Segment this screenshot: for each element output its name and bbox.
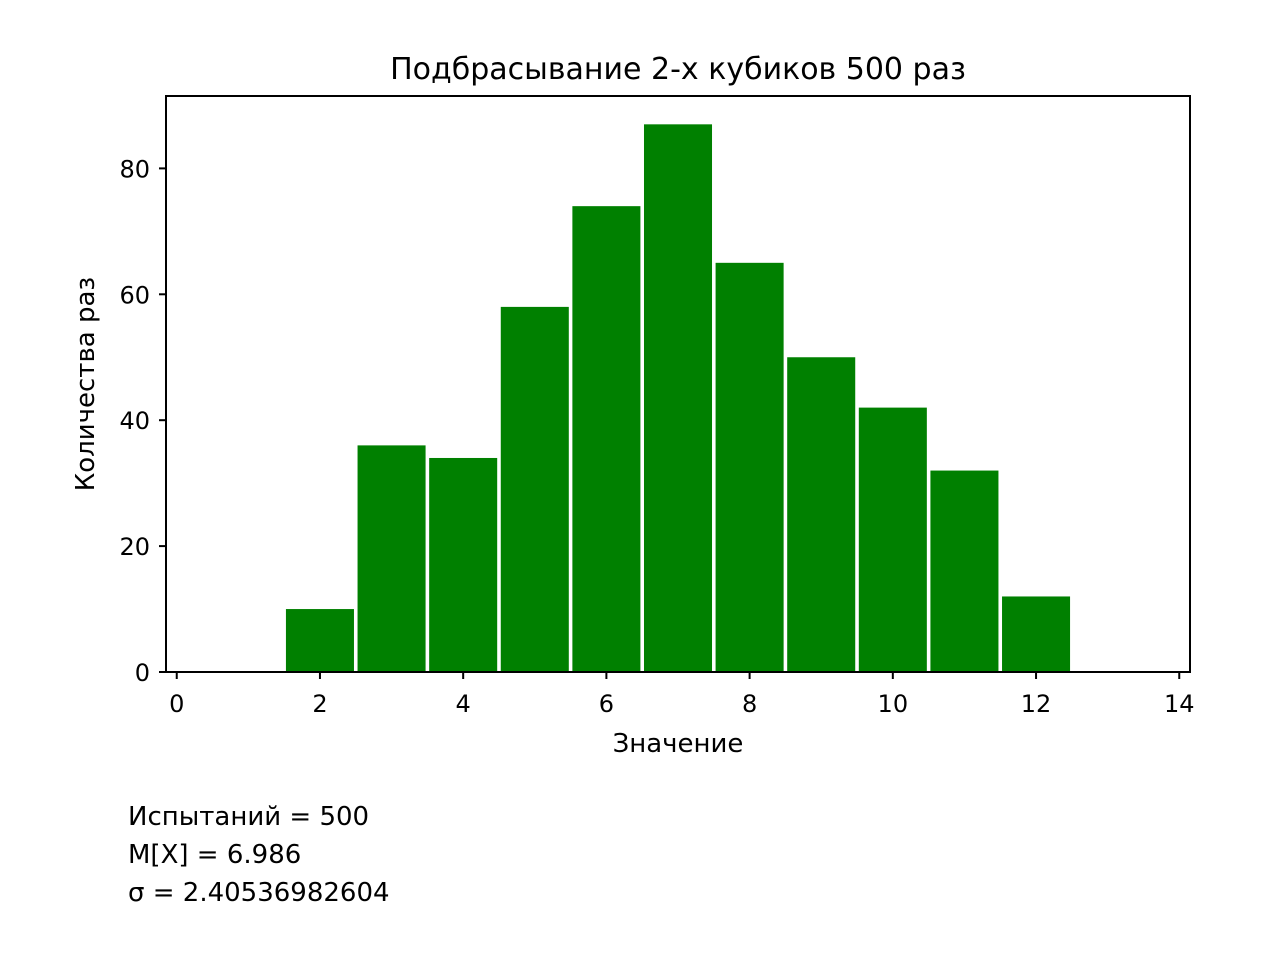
- bar-2: [285, 609, 354, 672]
- bar-3: [357, 445, 426, 672]
- x-tick-label: 0: [169, 690, 184, 718]
- y-axis-label: Количества раз: [71, 277, 101, 491]
- bar-11: [930, 470, 999, 672]
- bar-12: [1002, 596, 1071, 672]
- bar-6: [572, 206, 641, 672]
- bar-5: [500, 306, 569, 672]
- x-tick-label: 8: [742, 690, 757, 718]
- bar-8: [715, 262, 784, 672]
- y-tick-label: 20: [119, 533, 150, 561]
- plot-frame: [165, 95, 1191, 673]
- y-tick-label: 80: [119, 155, 150, 183]
- bar-10: [858, 407, 927, 672]
- bar-7: [643, 124, 713, 672]
- x-tick-label: 10: [878, 690, 909, 718]
- bar-4: [429, 457, 498, 672]
- x-tick-label: 2: [312, 690, 327, 718]
- bar-9: [787, 357, 856, 672]
- x-tick-label: 6: [599, 690, 614, 718]
- x-axis-ticks: 0 2 4 6 8 10 12 14: [169, 672, 1195, 718]
- x-tick-label: 4: [456, 690, 471, 718]
- y-axis-ticks: 0 20 40 60 80: [119, 155, 166, 687]
- x-axis-label: Значение: [613, 729, 744, 759]
- bars-group: [285, 124, 1071, 672]
- stats-panel: Испытаний = 500 M[X] = 6.986 σ = 2.40536…: [128, 798, 390, 912]
- stats-trials: Испытаний = 500: [128, 802, 370, 832]
- stats-mean: M[X] = 6.986: [128, 840, 302, 870]
- y-tick-label: 60: [119, 281, 150, 309]
- y-tick-label: 40: [119, 407, 150, 435]
- chart-title: Подбрасывание 2-х кубиков 500 раз: [390, 52, 966, 87]
- x-tick-label: 12: [1021, 690, 1052, 718]
- x-tick-label: 14: [1164, 690, 1195, 718]
- plot-area: 0 2 4 6 8 10 12 14 0 20 40 60 80: [119, 95, 1195, 718]
- y-tick-label: 0: [135, 659, 150, 687]
- stats-sigma: σ = 2.40536982604: [128, 878, 390, 908]
